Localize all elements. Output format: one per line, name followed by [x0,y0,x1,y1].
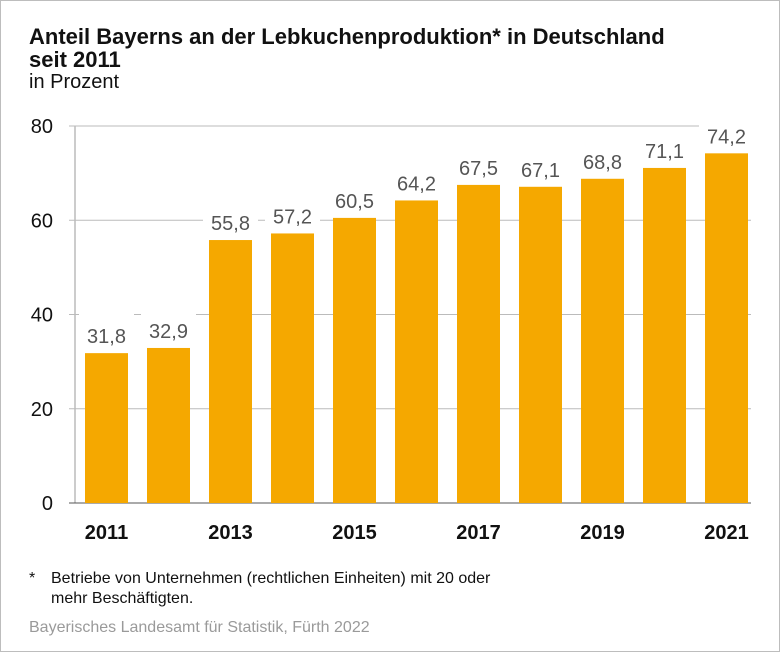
x-tick-label: 2019 [580,522,625,544]
bar [147,347,190,503]
y-tick-label: 80 [31,116,53,138]
footnote-line: mehr Beschäftigten. [51,590,194,607]
x-tick-label: 2011 [85,522,128,544]
label-background [637,127,692,164]
y-tick-label: 20 [31,399,53,421]
y-tick-label: 0 [42,493,53,515]
source-note: Bayerisches Landesamt für Statistik, Für… [29,619,370,636]
footnote-line: Betriebe von Unternehmen (rechtlichen Ei… [51,570,491,587]
label-background [575,138,630,175]
bar [85,353,128,503]
data-label: 67,5 [459,158,498,180]
label-background [513,146,568,183]
bar [581,178,624,503]
bar [519,186,562,503]
x-tick-label: 2017 [456,522,501,544]
footnote: * Betriebe von Unternehmen (rechtlichen E… [29,569,490,609]
x-tick-label: 2015 [332,522,377,544]
bar [209,240,252,504]
data-label: 57,2 [273,206,312,228]
bar [395,200,438,503]
bar [643,167,686,503]
bar [705,153,748,503]
x-tick-label: 2013 [208,522,253,544]
data-label: 74,2 [707,126,746,148]
data-label: 64,2 [397,173,436,195]
data-label: 67,1 [521,160,560,182]
y-tick-label: 60 [31,210,53,232]
x-tick-label: 2021 [704,522,749,544]
y-tick-label: 40 [31,305,53,327]
data-label: 55,8 [211,213,250,235]
data-label: 31,8 [87,326,126,348]
chart-subtitle: in Prozent [29,71,120,93]
bar [457,184,500,503]
footnote-marker: * [29,570,36,587]
data-label: 71,1 [645,141,684,163]
label-background [141,307,196,344]
data-label: 60,5 [335,191,374,213]
label-background [451,144,506,181]
bar [333,217,376,504]
bar [271,233,314,503]
label-background [327,177,382,214]
label-background [203,200,258,237]
chart-title: Anteil Bayerns an der Lebkuchenproduktio… [29,24,665,72]
data-label: 68,8 [583,152,622,174]
label-background [699,113,754,150]
label-background [389,160,444,197]
data-label: 32,9 [149,321,188,343]
label-background [79,313,134,350]
label-background [265,193,320,230]
